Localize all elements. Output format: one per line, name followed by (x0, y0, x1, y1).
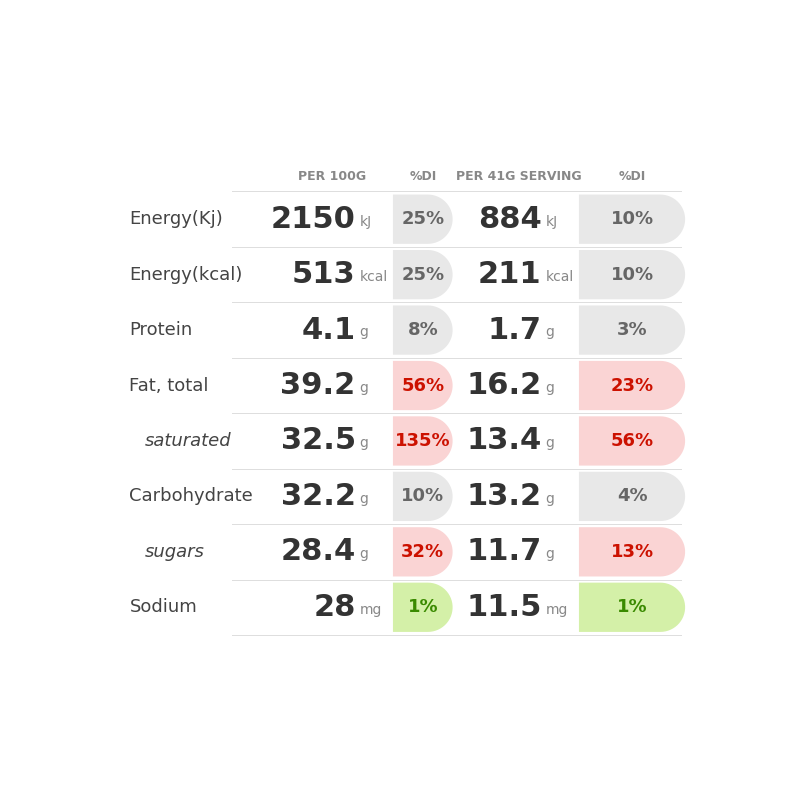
Text: 4%: 4% (617, 487, 647, 506)
Text: 211: 211 (478, 260, 542, 289)
Text: kJ: kJ (546, 214, 558, 229)
PathPatch shape (579, 194, 685, 244)
PathPatch shape (393, 250, 453, 299)
Text: 13%: 13% (610, 543, 654, 561)
Text: g: g (360, 436, 369, 450)
Text: 13.2: 13.2 (466, 482, 542, 511)
PathPatch shape (579, 306, 685, 354)
Text: saturated: saturated (145, 432, 231, 450)
Text: kcal: kcal (360, 270, 388, 284)
Text: g: g (360, 381, 369, 395)
PathPatch shape (579, 582, 685, 632)
Text: g: g (360, 326, 369, 339)
PathPatch shape (393, 194, 453, 244)
Text: 25%: 25% (402, 210, 444, 228)
Text: 56%: 56% (610, 432, 654, 450)
Text: sugars: sugars (145, 543, 205, 561)
PathPatch shape (393, 361, 453, 410)
Text: 32%: 32% (402, 543, 444, 561)
Text: 23%: 23% (610, 377, 654, 394)
Text: 8%: 8% (407, 321, 438, 339)
PathPatch shape (579, 250, 685, 299)
Text: 10%: 10% (610, 266, 654, 284)
Text: 32.5: 32.5 (281, 426, 356, 455)
Text: Sodium: Sodium (130, 598, 197, 616)
Text: Energy(Kj): Energy(Kj) (130, 210, 223, 228)
Text: %DI: %DI (409, 170, 437, 183)
Text: g: g (546, 547, 554, 561)
PathPatch shape (579, 527, 685, 577)
Text: Fat, total: Fat, total (130, 377, 209, 394)
Text: mg: mg (546, 602, 568, 617)
Text: 32.2: 32.2 (281, 482, 356, 511)
Text: 28: 28 (314, 593, 356, 622)
Text: 13.4: 13.4 (466, 426, 542, 455)
Text: g: g (360, 547, 369, 561)
Text: 56%: 56% (402, 377, 444, 394)
Text: mg: mg (360, 602, 382, 617)
Text: 11.7: 11.7 (466, 538, 542, 566)
PathPatch shape (393, 582, 453, 632)
Text: 1.7: 1.7 (488, 315, 542, 345)
Text: 39.2: 39.2 (281, 371, 356, 400)
Text: 10%: 10% (610, 210, 654, 228)
Text: %DI: %DI (618, 170, 646, 183)
Text: g: g (546, 436, 554, 450)
Text: PER 41G SERVING: PER 41G SERVING (456, 170, 582, 183)
PathPatch shape (393, 306, 453, 354)
PathPatch shape (579, 361, 685, 410)
Text: 135%: 135% (395, 432, 450, 450)
Text: 28.4: 28.4 (281, 538, 356, 566)
PathPatch shape (579, 472, 685, 521)
Text: 10%: 10% (402, 487, 444, 506)
PathPatch shape (393, 472, 453, 521)
Text: g: g (360, 492, 369, 506)
Text: 25%: 25% (402, 266, 444, 284)
Text: Energy(kcal): Energy(kcal) (130, 266, 243, 284)
Text: 884: 884 (478, 205, 542, 234)
Text: 1%: 1% (407, 598, 438, 616)
Text: 3%: 3% (617, 321, 647, 339)
Text: g: g (546, 381, 554, 395)
PathPatch shape (393, 527, 453, 577)
PathPatch shape (393, 416, 453, 466)
PathPatch shape (579, 416, 685, 466)
Text: 4.1: 4.1 (302, 315, 356, 345)
Text: g: g (546, 492, 554, 506)
Text: kJ: kJ (360, 214, 372, 229)
Text: kcal: kcal (546, 270, 574, 284)
Text: 2150: 2150 (271, 205, 356, 234)
Text: PER 100G: PER 100G (298, 170, 366, 183)
Text: Protein: Protein (130, 321, 193, 339)
Text: 1%: 1% (617, 598, 647, 616)
Text: g: g (546, 326, 554, 339)
Text: 513: 513 (292, 260, 356, 289)
Text: 16.2: 16.2 (466, 371, 542, 400)
Text: Carbohydrate: Carbohydrate (130, 487, 253, 506)
Text: 11.5: 11.5 (466, 593, 542, 622)
